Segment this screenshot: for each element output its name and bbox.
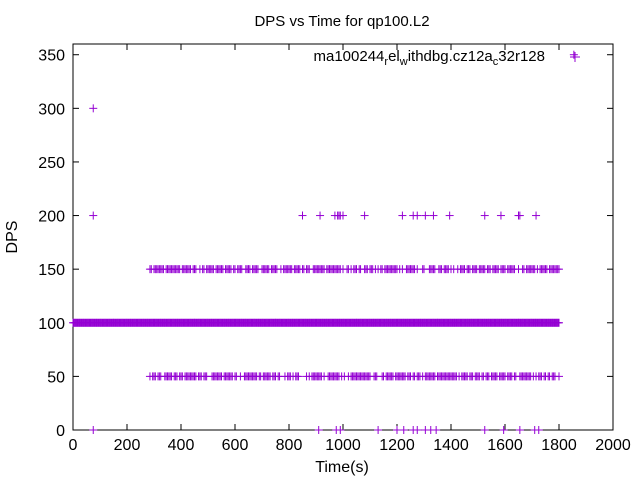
data-point [555,318,563,327]
x-tick-label: 200 [114,437,141,454]
y-axis: 0 50 100 150 200 250 300 350 [38,48,613,440]
data-point [413,211,422,220]
legend-label-part: ithdbg.cz12a [408,48,494,65]
y-tick-label: 350 [38,48,65,65]
legend-label-part: r [384,56,388,68]
data-points [69,50,578,434]
data-point [398,211,407,220]
y-tick-label: 0 [56,423,65,440]
y-tick-label: 250 [38,155,65,172]
legend-label-part: ma100244 [313,48,384,65]
y-tick-label: 300 [38,101,65,118]
x-axis: 0 200 400 600 800 1000 1200 1400 1600 1800 2000 [69,44,631,454]
chart-title: DPS vs Time for qp100.L2 [254,13,429,30]
y-tick-label: 200 [38,209,65,226]
x-tick-label: 1600 [487,437,523,454]
data-point [421,211,430,220]
data-point [316,211,325,220]
x-tick-label: 1200 [379,437,415,454]
data-point [480,426,489,434]
data-point [534,426,543,434]
data-point [89,426,98,434]
data-point [480,211,489,220]
x-tick-label: 1400 [433,437,469,454]
y-tick-label: 150 [38,262,65,279]
data-point [555,372,563,381]
data-point [432,426,441,434]
data-point [339,211,347,220]
data-point [360,211,369,220]
data-point [374,426,383,434]
legend: ma100244relwithdbg.cz12ac32r128 [313,48,580,68]
x-tick-label: 600 [222,437,249,454]
data-point [89,104,98,113]
y-axis-label: DPS [4,221,21,254]
x-tick-label: 1800 [541,437,577,454]
x-tick-label: 2000 [595,437,631,454]
data-point [298,211,307,220]
data-point [532,211,541,220]
x-tick-label: 400 [168,437,195,454]
data-point [336,426,345,434]
x-tick-label: 1000 [325,437,361,454]
legend-label-part: el [388,48,400,65]
data-point [314,426,323,434]
y-tick-label: 100 [38,316,65,333]
data-point [515,211,524,220]
data-point [499,426,508,434]
data-point [89,211,98,220]
legend-entry-label: ma100244relwithdbg.cz12ac32r128 [313,48,545,68]
x-tick-label: 0 [69,437,78,454]
y-tick-label: 50 [47,369,65,386]
data-point [445,211,454,220]
data-point [555,265,563,274]
data-point [515,426,524,434]
data-point [393,426,401,434]
data-point [413,426,422,434]
data-point [496,211,505,220]
data-point [399,426,408,434]
legend-label-part: c [493,56,499,68]
legend-label-part: w [399,56,408,68]
x-axis-label: Time(s) [315,459,369,476]
data-point [429,211,438,220]
x-tick-label: 800 [276,437,303,454]
legend-label-part: 32r128 [498,48,545,65]
data-point [569,50,578,59]
plot-frame [72,43,614,431]
data-point [294,372,303,381]
